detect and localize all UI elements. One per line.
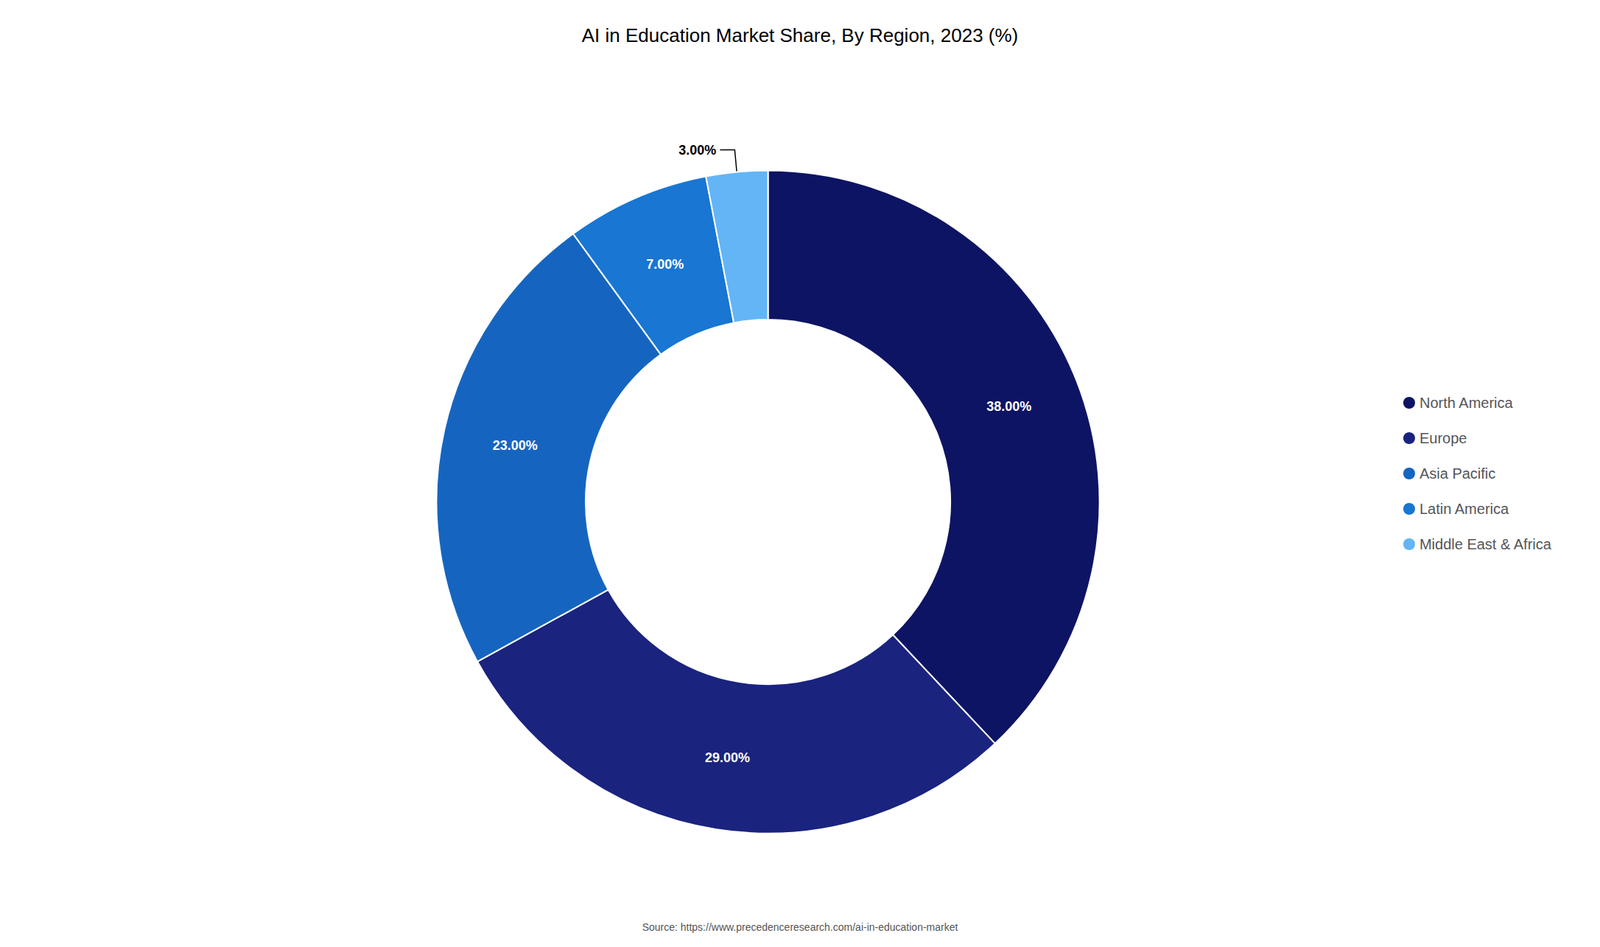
svg-text:3.00%: 3.00% xyxy=(678,142,717,158)
svg-text:7.00%: 7.00% xyxy=(646,257,684,272)
svg-text:Europe: Europe xyxy=(1419,430,1468,447)
svg-text:Latin America: Latin America xyxy=(1419,500,1510,518)
svg-text:38.00%: 38.00% xyxy=(986,399,1032,414)
svg-text:AI in Education Market Share,: AI in Education Market Share, By Region,… xyxy=(581,24,1019,47)
svg-text:Source: https://www.precedence: Source: https://www.precedenceresearch.c… xyxy=(642,921,959,934)
svg-text:Asia Pacific: Asia Pacific xyxy=(1419,465,1496,482)
svg-text:Middle East & Africa: Middle East & Africa xyxy=(1419,536,1553,553)
svg-text:23.00%: 23.00% xyxy=(492,438,538,454)
svg-text:29.00%: 29.00% xyxy=(704,750,750,766)
svg-text:North America: North America xyxy=(1419,394,1514,412)
